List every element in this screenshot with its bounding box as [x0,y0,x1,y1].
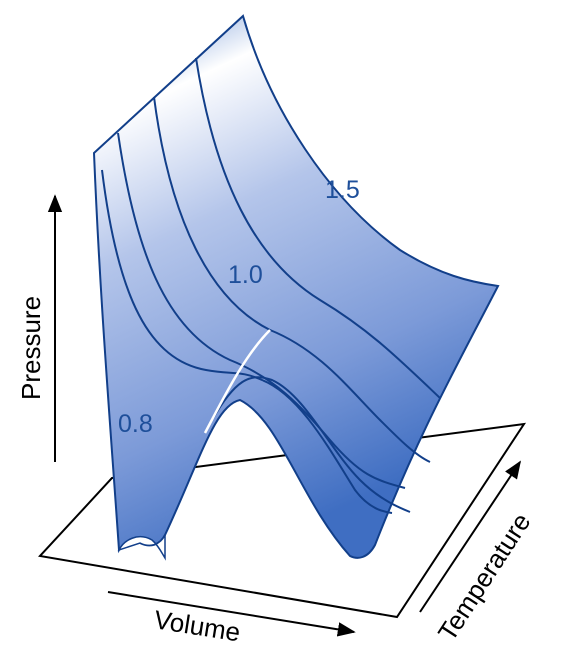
volume-axis-arrow [107,591,356,637]
isotherm-label-1-0: 1.0 [228,261,263,289]
isotherm-curves [101,57,441,514]
isotherm-curve-1 [117,132,406,489]
isotherm-curve-3 [195,57,441,399]
isotherm-label-0-8: 0.8 [118,410,153,438]
isotherm-curve-4 [101,169,393,514]
isotherm-curve-5 [211,376,411,513]
surface-dip [117,534,166,561]
temperature-axis-arrow [419,460,521,613]
coexistence-curve [203,329,271,434]
pressure-axis-label: Pressure [16,296,46,400]
isotherm-curve-2 [153,96,431,463]
isotherm-label-1-5: 1.5 [325,176,360,204]
